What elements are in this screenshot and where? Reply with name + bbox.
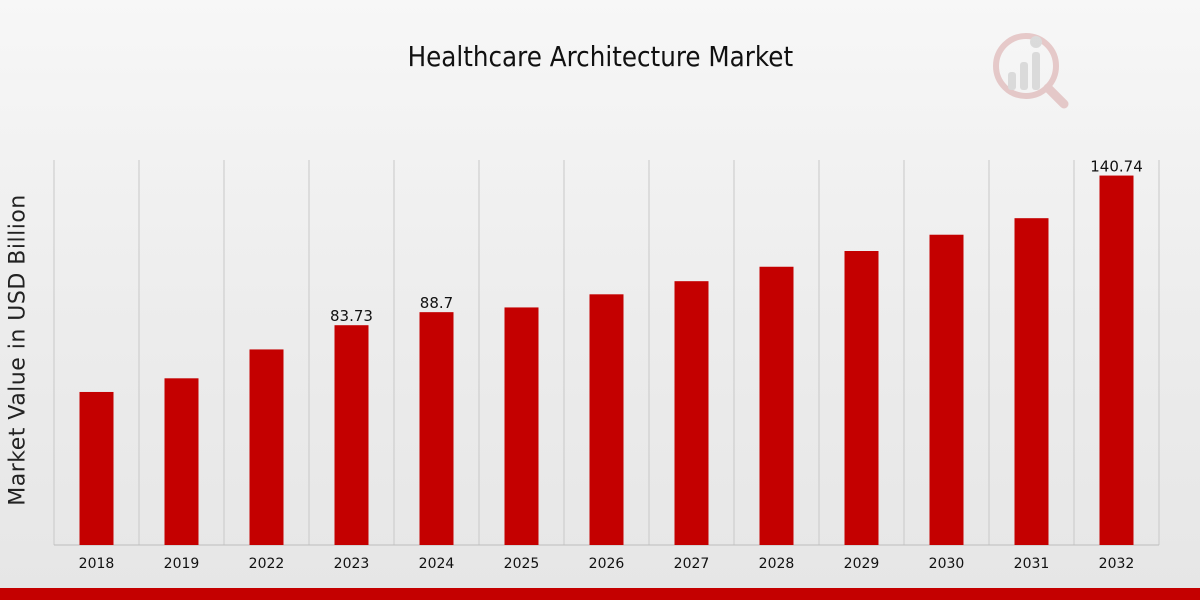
x-tick-label: 2023 xyxy=(334,556,370,572)
footer-accent-bar xyxy=(0,588,1200,600)
bar-2031 xyxy=(1015,218,1049,545)
bar-2024 xyxy=(420,312,454,545)
x-tick-label: 2019 xyxy=(164,556,200,572)
x-tick-label: 2030 xyxy=(929,556,965,572)
bar-2025 xyxy=(505,307,539,545)
x-tick-label: 2026 xyxy=(589,556,625,572)
bar-2023 xyxy=(335,325,369,545)
x-tick-label: 2032 xyxy=(1099,556,1135,572)
x-tick-label: 2029 xyxy=(844,556,880,572)
data-label: 140.74 xyxy=(1090,158,1143,176)
bar-2028 xyxy=(760,267,794,545)
data-label: 88.7 xyxy=(420,294,453,312)
bar-2032 xyxy=(1100,176,1134,545)
bar-2022 xyxy=(250,349,284,545)
analytics-magnifier-logo-icon xyxy=(990,30,1074,110)
x-tick-label: 2022 xyxy=(249,556,285,572)
x-tick-label: 2024 xyxy=(419,556,455,572)
bar-2018 xyxy=(80,392,114,545)
x-tick-label: 2025 xyxy=(504,556,540,572)
data-label: 83.73 xyxy=(330,307,373,325)
x-tick-label: 2027 xyxy=(674,556,710,572)
bar-2030 xyxy=(930,235,964,545)
x-tick-label: 2031 xyxy=(1014,556,1050,572)
x-tick-label: 2018 xyxy=(79,556,115,572)
bar-2026 xyxy=(590,294,624,545)
bar-2027 xyxy=(675,281,709,545)
bar-2019 xyxy=(165,378,199,545)
bar-2029 xyxy=(845,251,879,545)
x-tick-label: 2028 xyxy=(759,556,795,572)
